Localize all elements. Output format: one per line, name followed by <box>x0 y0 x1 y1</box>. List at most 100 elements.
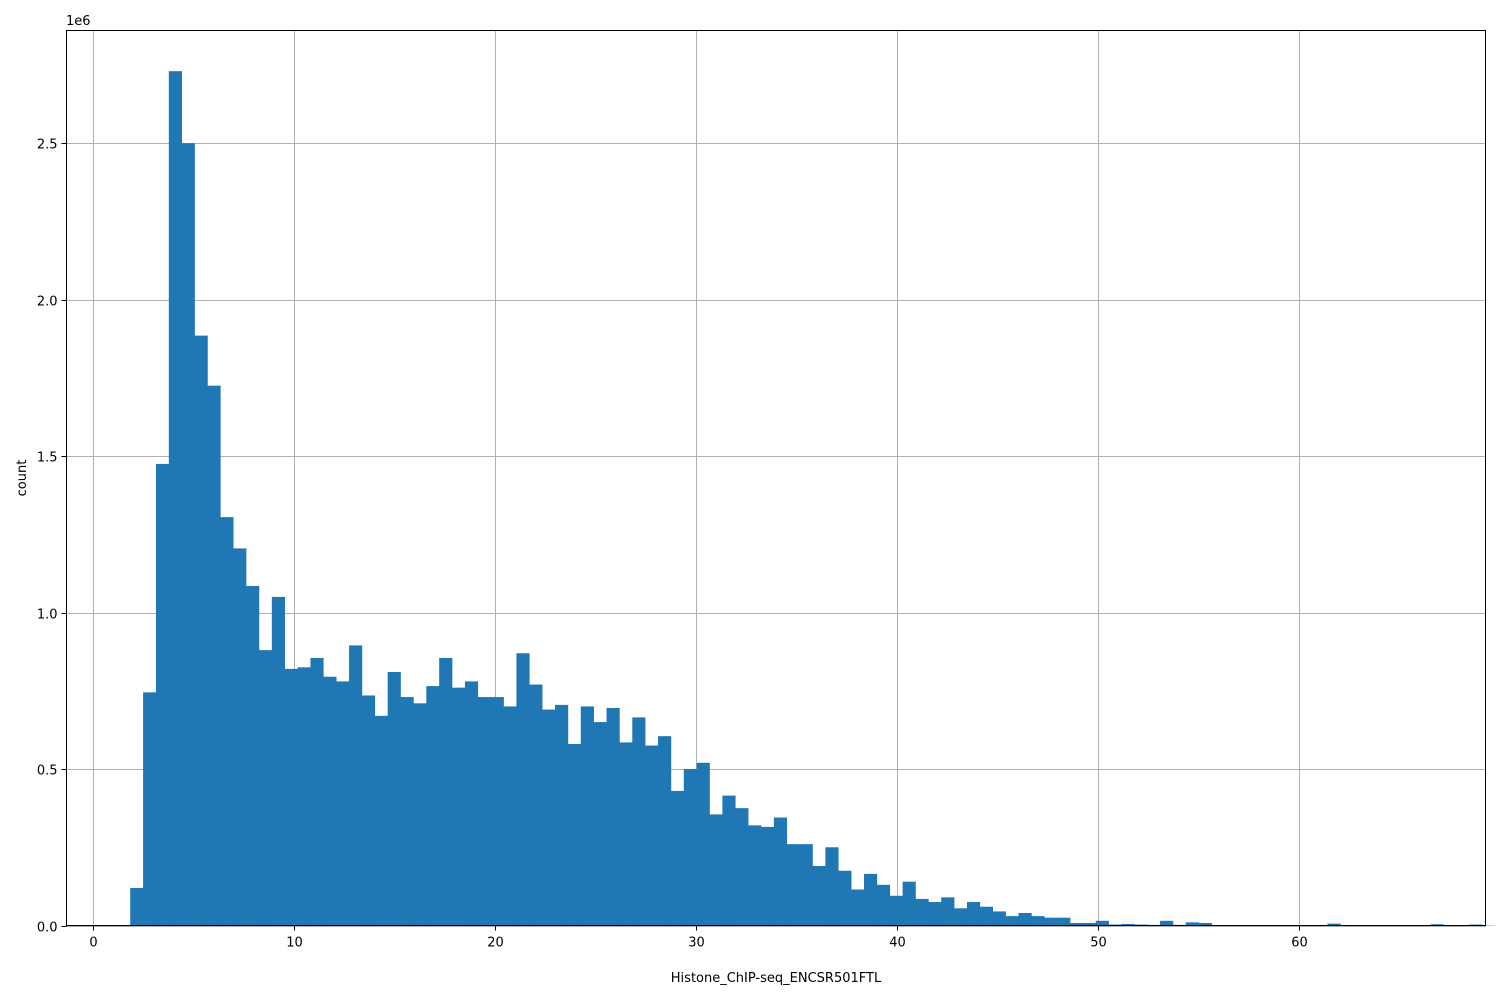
histogram-bar <box>400 697 414 926</box>
histogram-bar <box>516 653 530 926</box>
histogram-bar <box>310 657 324 926</box>
x-tick-label: 0 <box>89 936 97 951</box>
x-tick-label: 30 <box>688 936 705 951</box>
histogram-bar <box>632 717 646 926</box>
histogram-bar <box>619 742 633 926</box>
histogram-bar <box>1031 916 1045 926</box>
histogram-bar <box>542 709 556 926</box>
x-tick-label: 50 <box>1090 936 1107 951</box>
histogram-bar <box>658 736 672 926</box>
histogram-bar <box>683 769 697 926</box>
histogram-bar <box>954 908 968 926</box>
histogram-bar <box>1095 920 1109 926</box>
x-axis-label: Histone_ChIP-seq_ENCSR501FTL <box>671 971 882 986</box>
histogram-bar <box>258 650 273 926</box>
histogram-bar <box>864 873 878 926</box>
histogram-bar <box>271 596 285 926</box>
y-tick-label: 1.5 <box>37 451 58 466</box>
histogram-bar <box>1430 924 1444 926</box>
histogram-bar <box>246 585 260 926</box>
histogram-bar <box>452 687 466 926</box>
histogram-bar <box>786 844 800 926</box>
histogram-bar <box>773 817 788 926</box>
histogram-bar <box>966 902 981 926</box>
histogram-bar <box>284 668 298 926</box>
histogram-bar <box>349 645 363 926</box>
histogram-bar <box>838 870 852 926</box>
histogram-bar <box>748 825 762 926</box>
histogram-bar <box>1069 923 1084 926</box>
y-axis-label: count <box>15 460 30 497</box>
histogram-bar <box>439 657 453 926</box>
histogram-bar <box>323 676 337 926</box>
histogram-bar <box>503 706 517 926</box>
histogram-bar <box>812 866 826 926</box>
histogram-bar <box>825 847 839 926</box>
histogram-bar <box>155 463 170 926</box>
x-tick-label: 40 <box>889 936 906 951</box>
histogram-bar <box>387 672 401 926</box>
plot-frame <box>66 30 1486 926</box>
histogram-bar <box>336 681 350 926</box>
y-tick-label: 2.0 <box>37 295 58 310</box>
y-tick-label: 0.0 <box>37 921 58 936</box>
histogram-bar <box>1044 917 1058 926</box>
histogram-bar <box>130 887 144 926</box>
histogram-bar <box>735 808 749 926</box>
histogram-bar <box>477 697 491 926</box>
histogram-bar <box>761 826 775 926</box>
histogram-bar <box>606 708 620 926</box>
histogram-bar <box>979 906 994 926</box>
histogram-bar <box>168 71 182 926</box>
histogram-bar <box>1185 922 1200 926</box>
histogram-bar <box>1005 916 1019 926</box>
histogram-bar <box>851 889 865 926</box>
y-offset-label: 1e6 <box>66 14 91 29</box>
histogram-bar <box>490 697 504 926</box>
y-tick-label: 1.0 <box>37 608 58 623</box>
histogram-bar <box>207 385 221 926</box>
histogram-bar <box>722 795 736 926</box>
histogram-bar <box>1018 912 1032 926</box>
histogram-bar <box>928 902 942 926</box>
histogram-bar <box>992 911 1006 926</box>
histogram-bar <box>361 695 376 926</box>
histogram-bar <box>374 715 388 926</box>
histogram-bar <box>876 884 891 926</box>
histogram-bar <box>143 692 157 926</box>
x-tick-label: 60 <box>1291 936 1308 951</box>
histogram-bar <box>1160 920 1174 926</box>
histogram-bar <box>645 745 659 926</box>
histogram-bar <box>181 143 195 926</box>
y-tick-label: 0.5 <box>37 764 58 779</box>
histogram-bar <box>889 895 903 926</box>
histogram-bar <box>426 686 440 926</box>
bars-layer <box>130 71 1496 926</box>
histogram-bar <box>220 517 234 926</box>
histogram-bar <box>1057 917 1071 926</box>
histogram-bar <box>941 897 955 926</box>
y-tick-label: 2.5 <box>37 138 58 153</box>
histogram-bar <box>194 335 208 926</box>
histogram-bar <box>529 684 543 926</box>
histogram-bar <box>297 667 311 926</box>
histogram-bar <box>580 706 594 926</box>
histogram-bar <box>567 744 582 926</box>
histogram-bar <box>555 704 569 926</box>
histogram-bar <box>1121 923 1135 926</box>
histogram-bar <box>413 703 427 926</box>
histogram-bar <box>593 722 607 926</box>
histogram-bar <box>902 881 916 926</box>
histogram-bar <box>1082 923 1097 926</box>
histogram-bar <box>1327 923 1341 926</box>
y-axis: 0.0 0.5 1.0 1.5 2.0 2.5 <box>37 138 67 936</box>
histogram-bar <box>233 548 247 926</box>
histogram-bar <box>709 814 723 926</box>
histogram-bar <box>799 844 813 926</box>
histogram-bar <box>1198 923 1212 926</box>
histogram-bar <box>464 681 479 926</box>
histogram-bar <box>915 898 929 926</box>
x-tick-label: 10 <box>286 936 303 951</box>
histogram-bar <box>670 790 685 926</box>
